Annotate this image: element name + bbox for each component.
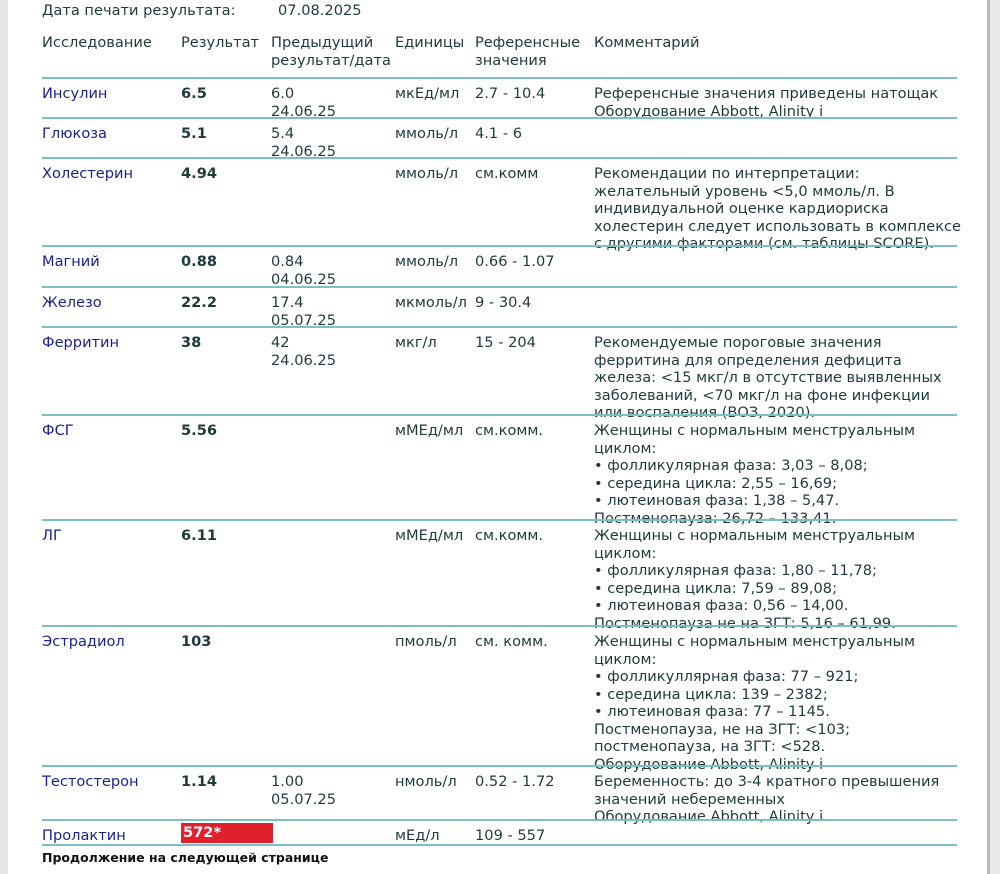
table-end-divider xyxy=(42,844,957,846)
reference-range: 15 - 204 xyxy=(475,334,536,351)
units: нмоль/л xyxy=(395,773,457,790)
units: мМЕд/мл xyxy=(395,422,464,439)
print-date: Дата печати результата: 07.08.2025 xyxy=(42,0,362,22)
units: мкг/л xyxy=(395,334,437,351)
test-name: Железо xyxy=(42,294,102,311)
reference-range: см.комм. xyxy=(475,422,544,439)
result-value: 572* xyxy=(181,823,273,843)
units: мкЕд/мл xyxy=(395,85,460,102)
test-name: Ферритин xyxy=(42,334,120,351)
table-row: Пролактин 572* мЕд/л 109 - 557 xyxy=(42,819,957,844)
comment: Беременность: до 3-4 кратного превышения… xyxy=(594,773,940,825)
left-margin xyxy=(0,0,8,874)
previous-result: 6.0 24.06.25 xyxy=(271,85,336,120)
result-value: 5.1 xyxy=(181,125,207,142)
reference-range: 0.52 - 1.72 xyxy=(475,773,555,790)
reference-range: 9 - 30.4 xyxy=(475,294,532,311)
results-table: Инсулин 6.5 6.0 24.06.25 мкЕд/мл 2.7 - 10.4 Р… xyxy=(42,77,961,846)
units: мкмоль/л xyxy=(395,294,467,311)
previous-result: 5.4 24.06.25 xyxy=(271,125,336,160)
header-units: Единицы xyxy=(395,34,465,51)
test-name: ФСГ xyxy=(42,422,74,439)
comment: Женщины с нормальным менструальным цикло… xyxy=(594,633,916,773)
table-row: Железо 22.2 17.4 05.07.25 мкмоль/л 9 - 30.4 xyxy=(42,286,957,329)
units: мЕд/л xyxy=(395,827,440,844)
result-value: 103 xyxy=(181,633,212,650)
test-name: Тестостерон xyxy=(42,773,139,790)
table-row: Ферритин 38 42 24.06.25 мкг/л 15 - 204 Рекоме… xyxy=(42,326,957,421)
previous-result: 1.00 05.07.25 xyxy=(271,773,336,808)
test-name: Инсулин xyxy=(42,85,108,102)
result-value: 0.88 xyxy=(181,253,218,270)
result-value: 22.2 xyxy=(181,294,218,311)
table-row: Магний 0.88 0.84 04.06.25 ммоль/л 0.66 - 1.0… xyxy=(42,245,957,288)
scrollbar[interactable] xyxy=(987,0,1000,874)
previous-result: 42 24.06.25 xyxy=(271,334,336,369)
reference-range: см.комм xyxy=(475,165,539,182)
header-result: Результат xyxy=(181,34,260,51)
reference-range: 4.1 - 6 xyxy=(475,125,523,142)
print-date-label: Дата печати результата: xyxy=(42,2,236,19)
result-value: 6.5 xyxy=(181,85,207,102)
comment: Рекомендуемые пороговые значения феррити… xyxy=(594,334,942,421)
table-row: Холестерин 4.94 ммоль/л см.комм Рекомендации… xyxy=(42,157,961,252)
table-row: Глюкоза 5.1 5.4 24.06.25 ммоль/л 4.1 - 6 xyxy=(42,117,957,160)
comment: Референсные значения приведены натощак О… xyxy=(594,85,939,120)
test-name: Магний xyxy=(42,253,100,270)
units: ммоль/л xyxy=(395,165,459,182)
table-row: Тестостерон 1.14 1.00 05.07.25 нмоль/л 0.52 … xyxy=(42,765,957,825)
continued-note: Продолжение на следующей странице xyxy=(42,850,329,865)
test-name: Холестерин xyxy=(42,165,134,182)
comment: Рекомендации по интерпретации: желательн… xyxy=(594,165,962,252)
previous-result: 0.84 04.06.25 xyxy=(271,253,336,288)
previous-result: 17.4 05.07.25 xyxy=(271,294,336,329)
reference-range: 109 - 557 xyxy=(475,827,546,844)
table-row: ФСГ 5.56 мМЕд/мл см.комм. Женщины с нормальн… xyxy=(42,414,957,527)
result-value: 4.94 xyxy=(181,165,218,182)
result-value: 38 xyxy=(181,334,202,351)
header-reference: Референсные значения xyxy=(475,34,581,69)
result-value: 5.56 xyxy=(181,422,218,439)
comment: Женщины с нормальным менструальным цикло… xyxy=(594,422,916,527)
result-value: 1.14 xyxy=(181,773,218,790)
table-row: Эстрадиол 103 пмоль/л см. комм. Женщины с но… xyxy=(42,625,957,773)
header-test: Исследование xyxy=(42,34,152,51)
units: пмоль/л xyxy=(395,633,457,650)
print-date-value: 07.08.2025 xyxy=(278,2,362,19)
table-row: ЛГ 6.11 мМЕд/мл см.комм. Женщины с нормальны… xyxy=(42,519,957,632)
test-name: Пролактин xyxy=(42,827,126,844)
header-previous: Предыдущий результат/дата xyxy=(271,34,391,69)
reference-range: 0.66 - 1.07 xyxy=(475,253,555,270)
table-row: Инсулин 6.5 6.0 24.06.25 мкЕд/мл 2.7 - 10.4 Р… xyxy=(42,77,957,120)
test-name: Глюкоза xyxy=(42,125,107,142)
test-name: ЛГ xyxy=(42,527,62,544)
reference-range: см. комм. xyxy=(475,633,548,650)
result-value: 6.11 xyxy=(181,527,218,544)
comment: Женщины с нормальным менструальным цикло… xyxy=(594,527,916,632)
test-name: Эстрадиол xyxy=(42,633,125,650)
units: ммоль/л xyxy=(395,253,459,270)
units: ммоль/л xyxy=(395,125,459,142)
reference-range: 2.7 - 10.4 xyxy=(475,85,546,102)
units: мМЕд/мл xyxy=(395,527,464,544)
header-comment: Комментарий xyxy=(594,34,700,51)
reference-range: см.комм. xyxy=(475,527,544,544)
